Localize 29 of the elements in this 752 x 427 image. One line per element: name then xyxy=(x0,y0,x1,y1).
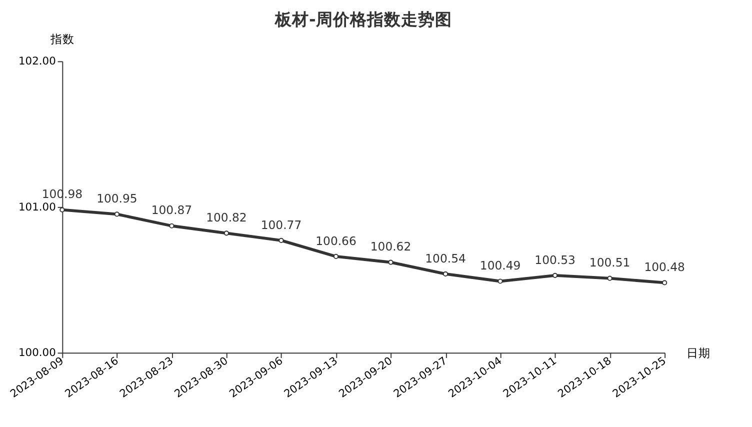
y-tick-label: 100.00 xyxy=(18,346,56,360)
point xyxy=(552,272,558,278)
data-label: 100.77 xyxy=(260,218,302,232)
x-axis-title: 日期 xyxy=(686,346,710,360)
point xyxy=(442,271,448,277)
point xyxy=(333,254,339,260)
data-label: 100.49 xyxy=(480,258,521,273)
point xyxy=(114,212,120,217)
data-label: 100.82 xyxy=(206,210,247,225)
point xyxy=(169,223,174,228)
point xyxy=(224,230,230,236)
point xyxy=(60,207,65,212)
point xyxy=(498,278,503,284)
data-label: 100.53 xyxy=(534,252,576,267)
chart-title: 板材-周价格指数走势图 xyxy=(274,10,452,30)
y-tick-label: 101.00 xyxy=(18,200,56,214)
y-tick-label: 102.00 xyxy=(18,54,56,68)
data-label: 100.95 xyxy=(96,192,138,206)
y-axis-title: 指数 xyxy=(50,32,75,46)
data-label: 100.51 xyxy=(589,256,630,270)
point xyxy=(607,276,612,281)
point xyxy=(388,260,394,265)
point xyxy=(662,280,668,286)
data-label: 100.54 xyxy=(425,251,466,266)
data-label: 100.87 xyxy=(151,203,192,218)
data-label: 100.62 xyxy=(370,240,412,254)
data-label: 100.66 xyxy=(316,234,356,248)
point xyxy=(278,238,284,243)
data-label: 100.48 xyxy=(644,260,685,274)
